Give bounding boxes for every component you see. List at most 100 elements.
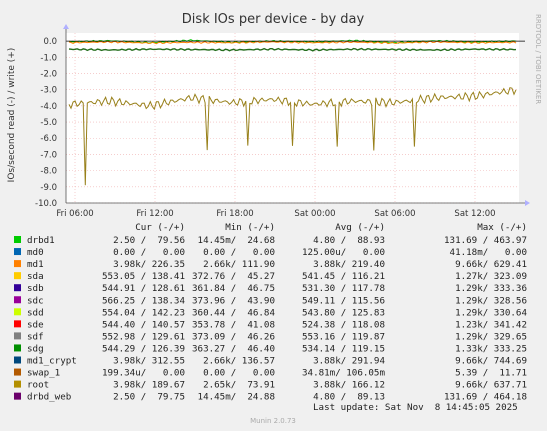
y-tick-label: -10.0: [35, 199, 57, 209]
legend-min-value: 361.84 / 46.75: [192, 283, 275, 294]
x-tick-label: Fri 12:00: [136, 209, 173, 219]
x-axis-arrow: [525, 200, 530, 206]
legend-name: swap_1: [27, 368, 60, 379]
legend-name: drbd_web: [27, 392, 71, 403]
legend-name: sdc: [27, 295, 44, 306]
legend-max-value: 1.33k/ 333.25: [455, 343, 527, 354]
legend-name: md1_crypt: [27, 356, 77, 367]
legend-min-value: 353.78 / 41.08: [192, 319, 275, 330]
legend-max-value: 1.23k/ 341.42: [455, 319, 527, 330]
y-ticks: 0.0 -1.0 -2.0 -3.0 -4.0 -5.0 -6.0 -7.0 -8.0 -9.0 -…: [35, 37, 57, 209]
y-tick-label: -9.0: [40, 183, 57, 193]
series-line-root: [68, 87, 517, 186]
legend-max-value: 1.29k/ 329.65: [455, 331, 527, 342]
legend-max-value: 9.66k/ 629.41: [455, 259, 527, 270]
y-axis-arrow: [63, 24, 69, 29]
legend-avg-value: 543.80 / 125.83: [302, 307, 385, 318]
legend-swatch: [14, 320, 21, 328]
legend-cur-value: 554.04 / 142.23: [102, 307, 185, 318]
legend-swatch: [14, 392, 21, 400]
legend-cur-value: 3.98k/ 189.67: [113, 380, 185, 391]
series-line-sdf: [68, 47, 517, 52]
legend-swatch: [14, 356, 21, 364]
legend-avg-value: 34.81m/ 106.05m: [302, 368, 385, 379]
legend-max-value: 131.69 / 463.97: [444, 235, 527, 246]
y-tick-label: 0.0: [43, 37, 57, 47]
x-tick-label: Sat 12:00: [454, 209, 495, 219]
legend-name: sdd: [27, 307, 44, 318]
legend-min-value: 0.00 / 0.00: [203, 368, 275, 379]
rrdtool-credit: RRDTOOL / TOBI OETIKER: [534, 14, 542, 104]
legend-avg-value: 553.16 / 119.87: [302, 331, 385, 342]
legend-min-value: 2.66k/ 111.90: [203, 259, 275, 270]
legend-name: md0: [27, 247, 44, 258]
legend-avg-value: 3.88k/ 166.12: [313, 380, 385, 391]
legend-cur-value: 544.91 / 128.61: [102, 283, 185, 294]
y-tick-label: -4.0: [40, 102, 57, 112]
legend-avg-value: 4.80 / 89.13: [313, 392, 385, 403]
y-tick-label: -2.0: [40, 69, 57, 79]
legend-min-value: 2.65k/ 73.91: [203, 380, 275, 391]
legend-cur-value: 544.40 / 140.57: [102, 319, 185, 330]
legend-swatch: [14, 272, 21, 280]
y-tick-label: -1.0: [40, 53, 57, 63]
legend-max-value: 1.29k/ 333.36: [455, 283, 527, 294]
legend-name: sdg: [27, 343, 44, 354]
legend-avg-value: 524.38 / 118.08: [302, 319, 385, 330]
legend-cur-value: 2.50 / 79.56: [113, 235, 185, 246]
legend-header-min: Min (-/+): [225, 222, 275, 233]
legend-header-cur: Cur (-/+): [135, 222, 185, 233]
series-line-md1: [68, 40, 517, 45]
legend-min-value: 363.27 / 46.40: [192, 343, 275, 354]
legend-name: sda: [27, 271, 44, 282]
x-tick-label: Fri 18:00: [216, 209, 253, 219]
legend-min-value: 14.45m/ 24.88: [198, 392, 275, 403]
plot-area: [66, 33, 519, 203]
x-tick-label: Fri 06:00: [56, 209, 93, 219]
legend-cur-value: 3.98k/ 312.55: [113, 356, 185, 367]
legend-max-value: 1.27k/ 323.09: [455, 271, 527, 282]
legend-max-value: 1.29k/ 328.56: [455, 295, 527, 306]
chart-title: Disk IOs per device - by day: [182, 12, 365, 27]
legend-avg-value: 549.11 / 115.56: [302, 295, 385, 306]
legend-avg-value: 3.88k/ 219.40: [313, 259, 385, 270]
y-axis-label: IOs/second read (-) / write (+): [7, 48, 17, 183]
legend-min-value: 14.45m/ 24.68: [198, 235, 275, 246]
legend-avg-value: 3.88k/ 291.94: [313, 356, 385, 367]
legend-min-value: 0.00 / 0.00: [203, 247, 275, 258]
legend-max-value: 5.39 / 11.71: [455, 368, 527, 379]
legend-header-avg: Avg (-/+): [335, 222, 385, 233]
legend-avg-value: 531.30 / 117.78: [302, 283, 385, 294]
legend-cur-value: 2.50 / 79.75: [113, 392, 185, 403]
legend-avg-value: 541.45 / 116.21: [302, 271, 385, 282]
legend-cur-value: 566.25 / 138.34: [102, 295, 185, 306]
legend-name: sdb: [27, 283, 44, 294]
legend-cur-value: 553.05 / 138.41: [102, 271, 185, 282]
legend-swatch: [14, 380, 21, 388]
legend-min-value: 372.76 / 45.27: [192, 271, 275, 282]
legend-avg-value: 4.80 / 88.93: [313, 235, 385, 246]
y-tick-label: -8.0: [40, 167, 57, 177]
x-tick-label: Sat 00:00: [294, 209, 335, 219]
legend-cur-value: 544.29 / 126.39: [102, 343, 185, 354]
munin-footer: Munin 2.0.73: [250, 417, 296, 425]
legend-swatch: [14, 236, 21, 243]
grid: [66, 33, 519, 204]
legend-max-value: 41.18m/ 0.00: [450, 247, 527, 258]
y-tick-label: -6.0: [40, 134, 57, 144]
legend-min-value: 373.96 / 43.90: [192, 295, 275, 306]
legend-cur-value: 199.34u/ 0.00: [102, 368, 185, 379]
legend-name: drbd1: [27, 235, 55, 246]
y-tick-label: -7.0: [40, 150, 57, 160]
x-tick-label: Sat 06:00: [374, 209, 415, 219]
legend-cur-value: 0.00 / 0.00: [113, 247, 185, 258]
last-update: Last update: Sat Nov 8 14:45:05 2025: [313, 402, 518, 413]
legend-swatch: [14, 368, 21, 376]
legend-swatch: [14, 284, 21, 292]
legend-max-value: 1.29k/ 330.64: [455, 307, 527, 318]
legend-max-value: 9.66k/ 744.69: [455, 356, 527, 367]
legend: Cur (-/+) Min (-/+) Avg (-/+) Max (-/+) drbd…: [14, 222, 527, 403]
legend-cur-value: 552.98 / 129.61: [102, 331, 185, 342]
legend-max-value: 9.66k/ 637.71: [455, 380, 527, 391]
